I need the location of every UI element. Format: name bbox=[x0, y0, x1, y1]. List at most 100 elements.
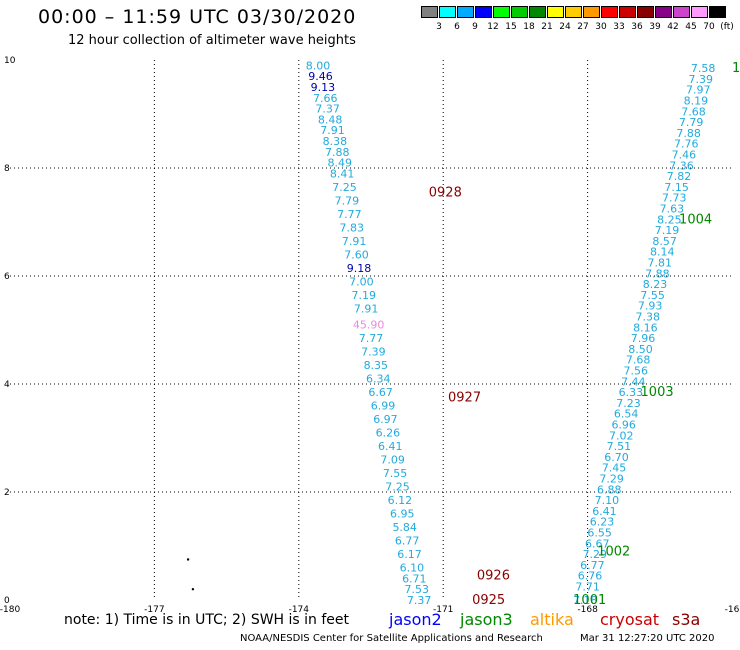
colorbar-label: 9 bbox=[472, 22, 478, 32]
time-label: 0928 bbox=[429, 185, 462, 200]
wave-height-label: 7.44 bbox=[621, 375, 646, 388]
x-tick-label: -16 bbox=[725, 605, 740, 615]
wave-height-label: 6.97 bbox=[373, 413, 398, 426]
wave-height-label: 7.23 bbox=[616, 397, 641, 410]
wave-height-label: 7.68 bbox=[681, 105, 706, 118]
wave-height-label: 7.88 bbox=[676, 127, 701, 140]
wave-height-label: 7.91 bbox=[354, 302, 379, 315]
wave-height-label: 6.33 bbox=[619, 386, 644, 399]
x-tick-label: -177 bbox=[144, 605, 164, 615]
y-tick-label: 2 bbox=[4, 488, 10, 498]
time-label: 1003 bbox=[641, 385, 674, 400]
wave-height-label: 7.91 bbox=[320, 124, 345, 137]
colorbar-label: 36 bbox=[631, 22, 643, 32]
wave-height-label: 8.25 bbox=[657, 213, 682, 226]
wave-height-label: 6.41 bbox=[378, 440, 403, 453]
time-label: 0927 bbox=[448, 391, 481, 406]
legend-jason2: jason2 bbox=[389, 610, 442, 629]
wave-height-label: 9.18 bbox=[347, 262, 372, 275]
x-tick-label: -174 bbox=[289, 605, 310, 615]
colorbar-swatch bbox=[439, 6, 456, 18]
wave-height-label: 7.79 bbox=[335, 194, 360, 207]
colorbar-swatch bbox=[493, 6, 510, 18]
colorbar-label: 3 bbox=[436, 22, 442, 32]
colorbar-swatch bbox=[619, 6, 636, 18]
wave-height-label: 8.49 bbox=[327, 157, 352, 170]
wave-height-label: 7.39 bbox=[688, 73, 713, 86]
wave-height-label: 7.45 bbox=[602, 462, 627, 475]
wave-height-label: 7.25 bbox=[385, 481, 410, 494]
wave-height-label: 7.29 bbox=[599, 473, 624, 486]
wave-height-label: 7.82 bbox=[667, 170, 692, 183]
wave-height-label: 6.55 bbox=[587, 527, 612, 540]
wave-height-label: 6.10 bbox=[400, 562, 425, 575]
colorbar-swatch bbox=[421, 6, 438, 18]
legend-jason3: jason3 bbox=[460, 610, 513, 629]
wave-height-label: 7.58 bbox=[691, 62, 716, 75]
wave-height-label: 7.88 bbox=[645, 267, 670, 280]
wave-height-label: 8.19 bbox=[684, 95, 709, 108]
time-label: 1004 bbox=[679, 212, 712, 227]
wave-height-label: 7.83 bbox=[339, 221, 364, 234]
colorbar-label: 33 bbox=[613, 22, 625, 32]
colorbar-label: 6 bbox=[454, 22, 460, 32]
x-tick-label: -180 bbox=[0, 605, 20, 615]
wave-height-label: 7.73 bbox=[662, 192, 687, 205]
wave-height-label: 7.96 bbox=[631, 332, 656, 345]
wave-height-label: 7.55 bbox=[640, 289, 665, 302]
time-label: 1 bbox=[732, 61, 740, 76]
wave-height-label: 7.51 bbox=[607, 440, 632, 453]
colorbar-swatch bbox=[691, 6, 708, 18]
colorbar-swatch bbox=[583, 6, 600, 18]
colorbar-swatch bbox=[709, 6, 726, 18]
x-tick-label: -171 bbox=[433, 605, 453, 615]
wave-height-label: 6.88 bbox=[597, 483, 622, 496]
y-tick-label: 4 bbox=[4, 380, 10, 390]
wave-height-label: 6.17 bbox=[397, 548, 422, 561]
colorbar-swatch bbox=[511, 6, 528, 18]
wave-height-label: 7.88 bbox=[325, 146, 350, 159]
wave-height-label: 8.16 bbox=[633, 321, 658, 334]
colorbar-swatch bbox=[637, 6, 654, 18]
wave-height-label: 9.46 bbox=[308, 70, 333, 83]
colorbar-label: 12 bbox=[487, 22, 499, 32]
wave-height-label: 7.25 bbox=[332, 181, 357, 194]
wave-height-label: 7.36 bbox=[669, 159, 694, 172]
wave-height-label: 6.77 bbox=[580, 559, 605, 572]
footer-timestamp: Mar 31 12:27:20 UTC 2020 bbox=[580, 633, 715, 644]
wave-height-label: 6.96 bbox=[611, 419, 636, 432]
y-tick-label: 10 bbox=[4, 56, 16, 66]
wave-height-label: 7.66 bbox=[313, 92, 338, 105]
wave-height-label: 7.56 bbox=[623, 365, 648, 378]
wave-height-label: 7.02 bbox=[609, 429, 634, 442]
colorbar-swatch bbox=[475, 6, 492, 18]
colorbar-swatch bbox=[673, 6, 690, 18]
page-title: 00:00 – 11:59 UTC 03/30/2020 bbox=[38, 6, 357, 28]
wave-height-label: 7.37 bbox=[315, 103, 340, 116]
wave-height-label: 7.60 bbox=[344, 248, 369, 261]
colorbar-label: 21 bbox=[541, 22, 553, 32]
wave-height-label: 7.10 bbox=[595, 494, 620, 507]
wave-height-label: 6.23 bbox=[590, 516, 615, 529]
data-point bbox=[186, 558, 190, 561]
wave-height-label: 8.48 bbox=[318, 113, 343, 126]
colorbar-label: 15 bbox=[505, 22, 517, 32]
wave-height-label: 6.26 bbox=[376, 427, 401, 440]
wave-height-label: 8.00 bbox=[306, 59, 331, 72]
legend-altika: altika bbox=[530, 610, 574, 629]
y-tick-label: 0 bbox=[4, 596, 10, 606]
wave-height-label: 8.50 bbox=[628, 343, 653, 356]
wave-height-label: 7.37 bbox=[407, 594, 432, 607]
time-label: 0926 bbox=[477, 569, 510, 584]
wave-height-label: 6.70 bbox=[604, 451, 629, 464]
wave-height-label: 6.99 bbox=[371, 400, 396, 413]
wave-height-label: 7.00 bbox=[349, 275, 374, 288]
wave-height-label: 7.15 bbox=[664, 181, 689, 194]
data-point bbox=[191, 588, 195, 591]
wave-height-label: 6.54 bbox=[614, 408, 639, 421]
wave-height-label: 7.93 bbox=[638, 300, 663, 313]
wave-height-label: 7.71 bbox=[575, 581, 600, 594]
time-label: 1002 bbox=[597, 544, 630, 559]
footer-credit: NOAA/NESDIS Center for Satellite Applica… bbox=[240, 633, 543, 644]
